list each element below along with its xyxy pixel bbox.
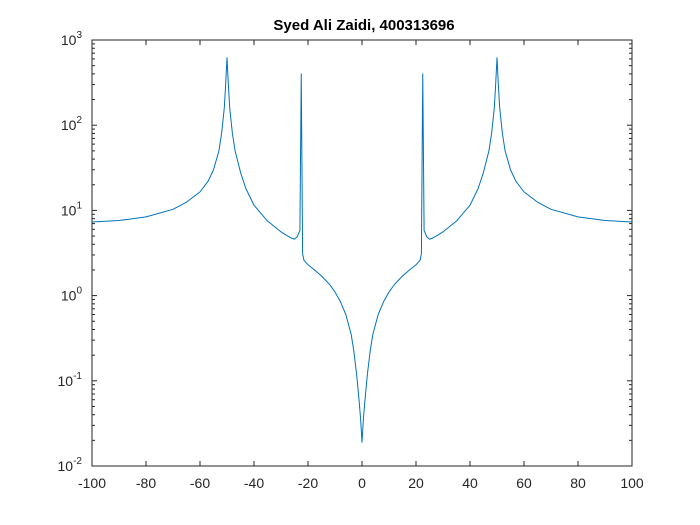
y-tick-label: 103	[61, 30, 83, 48]
x-tick-label: 40	[462, 475, 478, 491]
y-tick-label: 100	[61, 286, 83, 304]
chart-title: Syed Ali Zaidi, 400313696	[273, 17, 454, 34]
y-tick-label-base: 10	[58, 373, 74, 389]
x-tick-label: -100	[78, 475, 106, 491]
y-tick-label-exponent: 2	[76, 115, 82, 126]
y-tick-label-base: 10	[61, 32, 77, 48]
x-tick-label: -80	[136, 475, 156, 491]
x-tick-label: -40	[244, 475, 264, 491]
y-tick-label: 10-2	[58, 456, 83, 474]
y-tick-label-exponent: -2	[73, 456, 82, 467]
y-tick-label-exponent: 0	[76, 286, 82, 297]
y-tick-label: 102	[61, 115, 83, 133]
series-line-0	[91, 57, 633, 443]
y-tick-label-base: 10	[61, 288, 77, 304]
x-tick-label: -60	[190, 475, 210, 491]
y-tick-label-base: 10	[58, 458, 74, 474]
y-tick-label-base: 10	[61, 117, 77, 133]
x-tick-label: 60	[516, 475, 532, 491]
plot-area: -100 -80 -60 -40 -20 0 20 40 60 80 10010-210-11001…	[58, 30, 644, 491]
y-tick-label-exponent: -1	[73, 371, 82, 382]
x-tick-label: -20	[298, 475, 318, 491]
y-tick-label-exponent: 3	[76, 30, 82, 41]
x-tick-label: 100	[620, 475, 644, 491]
y-tick-label-exponent: 1	[76, 200, 82, 211]
x-tick-label: 20	[408, 475, 424, 491]
x-tick-label: 0	[358, 475, 366, 491]
y-tick-label: 10-1	[58, 371, 83, 389]
x-tick-label: 80	[570, 475, 586, 491]
y-tick-label: 101	[61, 200, 83, 218]
y-tick-label-base: 10	[61, 202, 77, 218]
